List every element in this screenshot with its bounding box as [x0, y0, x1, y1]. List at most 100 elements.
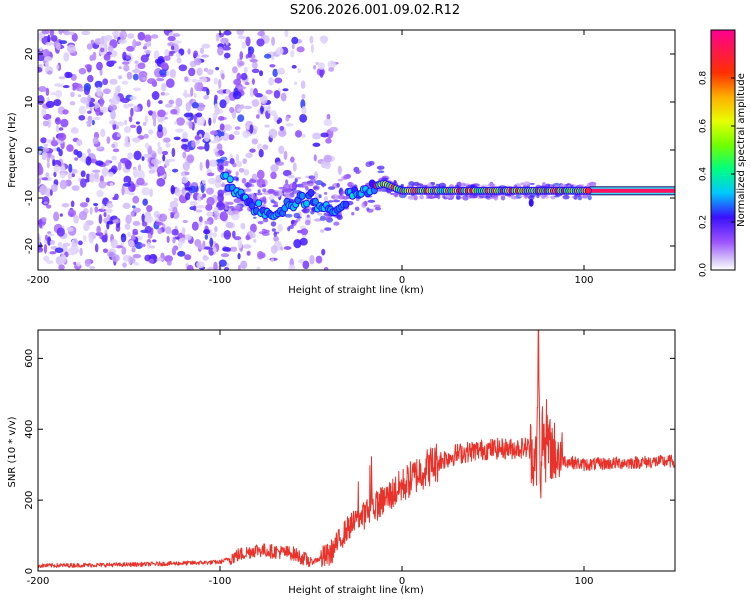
noise-blob [128, 192, 135, 196]
noise-blob [284, 30, 289, 38]
ridge-haze [223, 163, 229, 167]
noise-blob [157, 227, 163, 235]
noise-blob [212, 232, 217, 238]
ridge-blob [308, 189, 314, 196]
noise-blob [245, 125, 250, 130]
noise-blob [96, 189, 104, 198]
noise-blob [92, 136, 99, 145]
noise-blob [157, 146, 163, 155]
ridge-haze [529, 182, 535, 185]
noise-blob [38, 218, 43, 229]
noise-blob [136, 177, 145, 186]
noise-blob [167, 35, 176, 42]
noise-blob [59, 213, 63, 217]
noise-blob [217, 193, 224, 203]
noise-blob [155, 221, 164, 226]
noise-blob [270, 245, 278, 254]
noise-blob [220, 37, 229, 44]
noise-blob [45, 41, 55, 46]
noise-blob [180, 237, 186, 244]
noise-blob [181, 176, 189, 184]
noise-blob [99, 68, 103, 76]
ridge-haze [340, 191, 345, 195]
snr-frame [37, 329, 676, 572]
noise-blob [165, 226, 172, 235]
noise-blob [187, 48, 191, 55]
noise-blob [132, 253, 142, 259]
colorbar-tick-label: 0.2 [699, 215, 709, 229]
ridge-haze [427, 195, 436, 199]
noise-blob [233, 130, 241, 136]
noise-blob [313, 154, 317, 162]
noise-blob [151, 152, 157, 159]
ridge-haze [444, 195, 451, 198]
noise-blob [40, 137, 47, 144]
noise-blob [104, 233, 108, 243]
noise-blob [134, 60, 139, 64]
noise-blob [203, 132, 210, 142]
noise-blob [132, 231, 139, 236]
noise-blob [47, 233, 55, 237]
ridge-haze [393, 179, 397, 184]
ridge-haze [291, 219, 295, 225]
noise-blob [153, 210, 161, 219]
y-tick-label: 20 [24, 48, 35, 61]
noise-blob [38, 165, 44, 176]
noise-blob [242, 130, 251, 138]
ridge-haze [529, 194, 537, 198]
ridge-haze [510, 195, 518, 200]
ridge-haze [328, 186, 336, 190]
noise-blob [69, 101, 76, 106]
noise-blob [175, 53, 182, 58]
noise-blob [268, 128, 278, 139]
noise-blob [62, 242, 71, 247]
noise-blob [85, 197, 90, 203]
noise-blob [151, 91, 160, 100]
noise-blob [158, 69, 167, 76]
ridge-haze [261, 228, 266, 232]
noise-blob [78, 67, 87, 75]
noise-blob [270, 258, 275, 263]
noise-blob [124, 223, 131, 230]
noise-blob [157, 109, 166, 118]
noise-blob [247, 51, 252, 58]
noise-blob [293, 238, 302, 249]
noise-blob [275, 161, 285, 166]
ridge-haze [377, 170, 385, 174]
noise-blob [121, 185, 125, 196]
noise-blob [67, 209, 77, 218]
ridge-haze [351, 212, 355, 216]
noise-blob [123, 141, 131, 148]
noise-blob [222, 246, 231, 252]
noise-blob [301, 133, 306, 138]
noise-blob [56, 42, 61, 51]
ridge-haze [587, 195, 592, 201]
noise-blob [220, 253, 230, 258]
noise-blob [276, 119, 281, 125]
ridge-blob [223, 172, 229, 179]
noise-blob [85, 99, 90, 109]
noise-blob [299, 113, 308, 123]
noise-blob [141, 221, 148, 227]
noise-blob [126, 45, 135, 52]
noise-blob [242, 158, 248, 165]
noise-blob [60, 118, 69, 128]
noise-blob [207, 177, 217, 185]
ridge-haze [234, 205, 241, 211]
noise-blob [258, 148, 264, 158]
ridge-haze [589, 184, 597, 187]
noise-blob [196, 146, 205, 150]
noise-blob [52, 136, 56, 146]
noise-blob [111, 155, 117, 161]
noise-blob [54, 83, 63, 87]
noise-blob [181, 131, 188, 141]
noise-blob [212, 112, 218, 120]
noise-blob [103, 53, 111, 61]
noise-blob [144, 215, 154, 224]
noise-blob [214, 226, 218, 233]
noise-blob [97, 91, 103, 97]
y-tick-label: 200 [24, 491, 35, 510]
noise-blob [87, 115, 93, 122]
noise-blob [39, 47, 43, 52]
